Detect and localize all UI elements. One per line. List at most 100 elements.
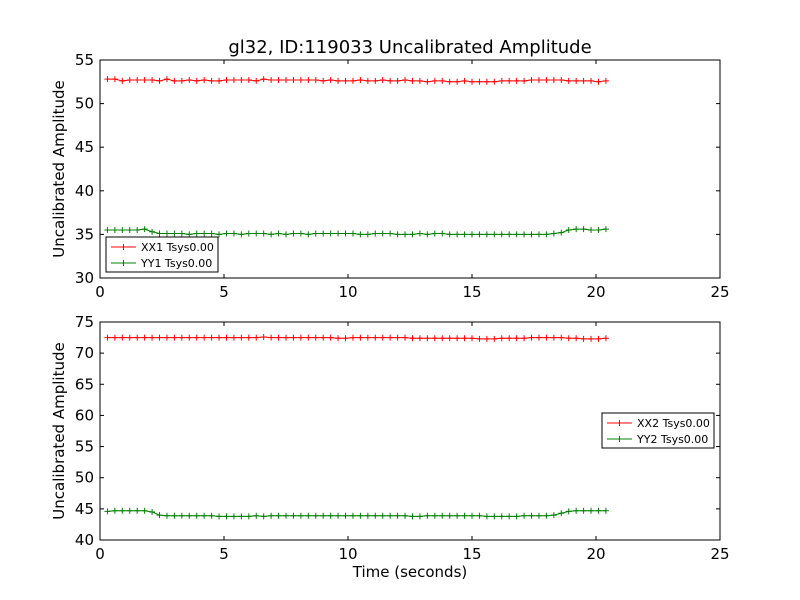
data-point-marker [305,334,312,341]
data-point-marker [193,77,200,84]
data-point-marker [402,77,409,84]
legend-entry-label: XX1 Tsys0.00 [141,241,214,254]
data-point-marker [335,335,342,342]
x-tick-label: 10 [338,545,357,563]
data-point-marker [283,77,289,84]
x-tick-label: 20 [586,283,605,301]
legend: XX2 Tsys0.00 YY2 Tsys0.00 [601,412,715,449]
data-point-marker [245,230,252,237]
series-xx1 [104,76,609,85]
data-point-marker [409,335,416,342]
data-point-marker [543,512,550,519]
data-point-marker [268,77,275,84]
data-point-marker [498,335,505,342]
data-point-marker [149,508,156,515]
data-point-marker [565,508,572,515]
data-point-marker [431,512,438,519]
data-point-marker [201,512,208,519]
data-point-marker [327,512,334,519]
data-point-marker [491,231,498,238]
data-point-marker [283,512,289,519]
data-point-marker [387,512,394,519]
data-point-marker [186,231,193,238]
data-point-marker [156,334,163,341]
data-point-marker [588,335,595,342]
data-point-marker [595,507,602,514]
data-point-marker [439,230,446,237]
data-point-marker [111,227,118,234]
data-point-marker [491,335,498,342]
data-point-marker [126,507,133,514]
data-point-marker [521,231,528,238]
data-point-marker [409,513,416,520]
top-panel: 0 5 10 15 20 25 30 35 40 45 50 55 Uncalibrated Ampli… [50,51,730,301]
data-point-marker [349,77,356,84]
data-point-marker [126,77,133,84]
data-point-marker [208,334,215,341]
data-point-marker [483,78,490,85]
data-point-marker [119,507,126,514]
data-point-marker [104,508,111,515]
y-tick-label: 45 [75,500,94,518]
data-point-marker [119,334,126,341]
data-point-marker [379,512,386,519]
data-point-marker [498,513,505,520]
data-point-marker [290,512,297,519]
data-point-marker [230,334,237,341]
data-point-marker [550,512,557,519]
data-point-marker [558,510,565,517]
y-tick-label: 35 [75,225,94,243]
data-point-marker [521,335,528,342]
data-point-marker [104,334,111,341]
data-point-marker [178,512,185,519]
x-tick-label: 15 [462,545,481,563]
data-point-marker [424,78,431,85]
data-point-marker [558,229,565,236]
data-point-marker [312,512,319,519]
data-point-marker [305,512,312,519]
data-point-marker [364,231,371,238]
x-tick-label: 5 [219,545,229,563]
data-point-marker [357,512,364,519]
x-axis-label: Time (seconds) [352,563,468,581]
data-point-marker [454,335,461,342]
data-point-marker [268,231,275,238]
data-point-marker [342,335,349,342]
data-point-marker [506,513,513,520]
data-point-marker [327,334,334,341]
series-xx2 [104,333,609,342]
data-point-marker [245,334,252,341]
data-point-marker [342,77,349,84]
data-point-marker [483,231,490,238]
data-point-marker [387,334,394,341]
data-point-marker [163,76,170,83]
data-point-marker [230,230,237,237]
data-point-marker [402,512,409,519]
data-point-marker [342,230,349,237]
data-point-marker [275,512,282,519]
data-point-marker [491,513,498,520]
data-point-marker [163,334,170,341]
data-point-marker [297,77,304,84]
data-point-marker [216,513,223,520]
data-point-marker [156,512,163,519]
data-point-marker [364,334,371,341]
data-point-marker [535,334,542,341]
data-point-marker [528,334,535,341]
legend-box [105,236,219,273]
data-point-marker [171,230,178,237]
data-point-marker [253,230,260,237]
data-point-marker [439,512,446,519]
data-point-marker [253,512,260,519]
data-point-marker [186,512,193,519]
data-point-marker [320,512,327,519]
data-point-marker [573,335,580,342]
data-point-marker [372,334,379,341]
y-tick-label: 50 [75,469,94,487]
data-point-marker [498,77,505,84]
data-point-marker [521,77,528,84]
data-point-marker [431,230,438,237]
data-point-marker [245,77,252,84]
data-point-marker [595,227,602,234]
data-point-marker [402,334,409,341]
